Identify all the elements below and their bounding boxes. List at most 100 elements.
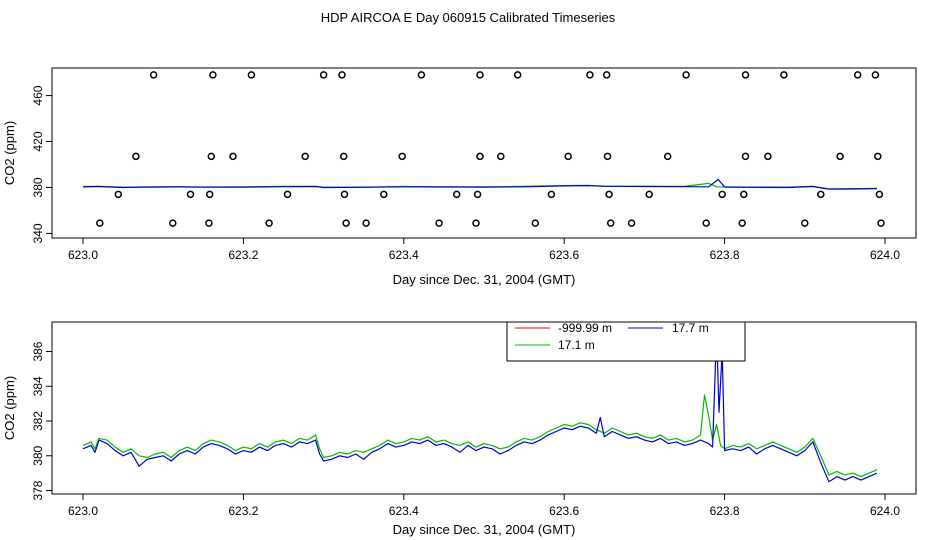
scatter-point	[603, 152, 612, 161]
top-y-tick-label: 380	[31, 177, 45, 197]
scatter-point	[207, 152, 216, 161]
scatter-point	[96, 219, 104, 227]
scatter-point	[817, 190, 825, 199]
bottom-x-tick-label: 623.0	[68, 504, 98, 518]
bottom-panel: 623.0 623.2 623.4 623.6 623.8 624.0 378 380 382…	[2, 321, 917, 537]
bottom-y-tick-label: 384	[31, 376, 45, 396]
scatter-point	[586, 71, 594, 79]
scatter-point	[740, 190, 748, 199]
scatter-point	[602, 71, 611, 79]
scatter-point	[265, 219, 273, 227]
scatter-point	[780, 71, 788, 79]
scatter-point	[380, 190, 388, 199]
scatter-point	[398, 152, 406, 161]
scatter-point	[186, 190, 195, 199]
scatter-point	[738, 219, 746, 227]
scatter-point	[645, 190, 653, 199]
top-x-tick-label: 623.6	[549, 248, 579, 262]
legend: -999.99 m 17.7 m 17.1 m	[506, 321, 746, 362]
bottom-y-axis-label: CO2 (ppm)	[2, 376, 17, 440]
scatter-point	[229, 152, 237, 161]
scatter-point	[605, 190, 613, 199]
bottom-series-line-blue	[82, 330, 878, 483]
legend-label-blue: 17.7 m	[672, 321, 709, 335]
top-x-tick-label: 623.0	[68, 248, 98, 262]
bottom-series	[82, 330, 878, 483]
scatter-point	[564, 152, 572, 161]
top-scatter-points	[96, 71, 885, 227]
top-y-tick-label: 460	[31, 85, 45, 105]
scatter-point	[702, 219, 710, 227]
scatter-point	[718, 190, 726, 199]
scatter-point	[247, 71, 256, 79]
scatter-point	[301, 152, 309, 161]
top-x-tick-label: 623.2	[228, 248, 258, 262]
top-x-tick-label: 624.0	[870, 248, 900, 262]
scatter-point	[339, 152, 348, 161]
scatter-point	[342, 219, 350, 227]
scatter-point	[283, 190, 292, 199]
bottom-y-axis: 378 380 382 384 386	[31, 341, 52, 501]
scatter-point	[682, 71, 690, 79]
top-x-axis-label: Day since Dec. 31, 2004 (GMT)	[393, 272, 576, 287]
bottom-x-axis-label: Day since Dec. 31, 2004 (GMT)	[393, 522, 576, 537]
scatter-point	[209, 71, 217, 79]
top-y-axis: 340 380 420 460	[31, 85, 52, 243]
bottom-x-tick-label: 623.2	[228, 504, 258, 518]
top-y-tick-label: 340	[31, 223, 45, 243]
scatter-point	[875, 190, 884, 199]
legend-label-green: 17.1 m	[558, 338, 595, 352]
bottom-x-tick-label: 623.8	[710, 504, 740, 518]
scatter-point	[149, 71, 158, 79]
scatter-point	[877, 219, 885, 227]
top-x-axis: 623.0 623.2 623.4 623.6 623.8 624.0	[68, 238, 900, 262]
scatter-point	[132, 152, 140, 161]
scatter-point	[513, 71, 522, 79]
scatter-point	[114, 190, 123, 199]
top-plot-frame	[51, 67, 917, 239]
scatter-point	[473, 190, 482, 199]
scatter-point	[476, 152, 484, 161]
scatter-point	[764, 152, 772, 161]
scatter-point	[531, 219, 540, 227]
bottom-y-tick-label: 386	[31, 341, 45, 361]
top-y-axis-label: CO2 (ppm)	[2, 121, 17, 185]
scatter-point	[606, 219, 615, 227]
scatter-point	[435, 219, 443, 227]
bottom-x-tick-label: 623.6	[549, 504, 579, 518]
top-series-line-blue	[82, 178, 878, 190]
top-y-tick-label: 420	[31, 131, 45, 151]
bottom-series-line-green	[82, 394, 878, 478]
scatter-point	[417, 71, 426, 79]
scatter-point	[472, 219, 480, 227]
top-series-line-green	[82, 182, 878, 190]
scatter-point	[169, 219, 177, 227]
scatter-point	[340, 190, 349, 199]
chart-title: HDP AIRCOA E Day 060915 Calibrated Times…	[321, 10, 616, 25]
bottom-y-tick-label: 382	[31, 411, 45, 431]
bottom-y-tick-label: 380	[31, 445, 45, 465]
bottom-x-axis: 623.0 623.2 623.4 623.6 623.8 624.0	[68, 494, 900, 518]
top-panel: 623.0 623.2 623.4 623.6 623.8 624.0 340 380 420…	[2, 67, 917, 287]
scatter-point	[319, 71, 328, 79]
scatter-point	[205, 190, 214, 199]
scatter-point	[741, 152, 750, 161]
top-series	[82, 178, 878, 190]
scatter-point	[871, 71, 880, 79]
scatter-point	[452, 190, 461, 199]
scatter-point	[741, 71, 750, 79]
legend-label-red: -999.99 m	[558, 321, 612, 335]
scatter-point	[362, 219, 370, 227]
scatter-point	[205, 219, 213, 227]
scatter-point	[497, 152, 505, 161]
scatter-point	[801, 219, 809, 227]
bottom-y-tick-label: 378	[31, 480, 45, 500]
scatter-point	[874, 152, 882, 161]
bottom-x-tick-label: 624.0	[870, 504, 900, 518]
scatter-point	[627, 219, 636, 227]
top-x-tick-label: 623.4	[389, 248, 419, 262]
scatter-point	[836, 152, 844, 161]
scatter-point	[853, 71, 862, 79]
bottom-plot-frame	[51, 321, 917, 495]
